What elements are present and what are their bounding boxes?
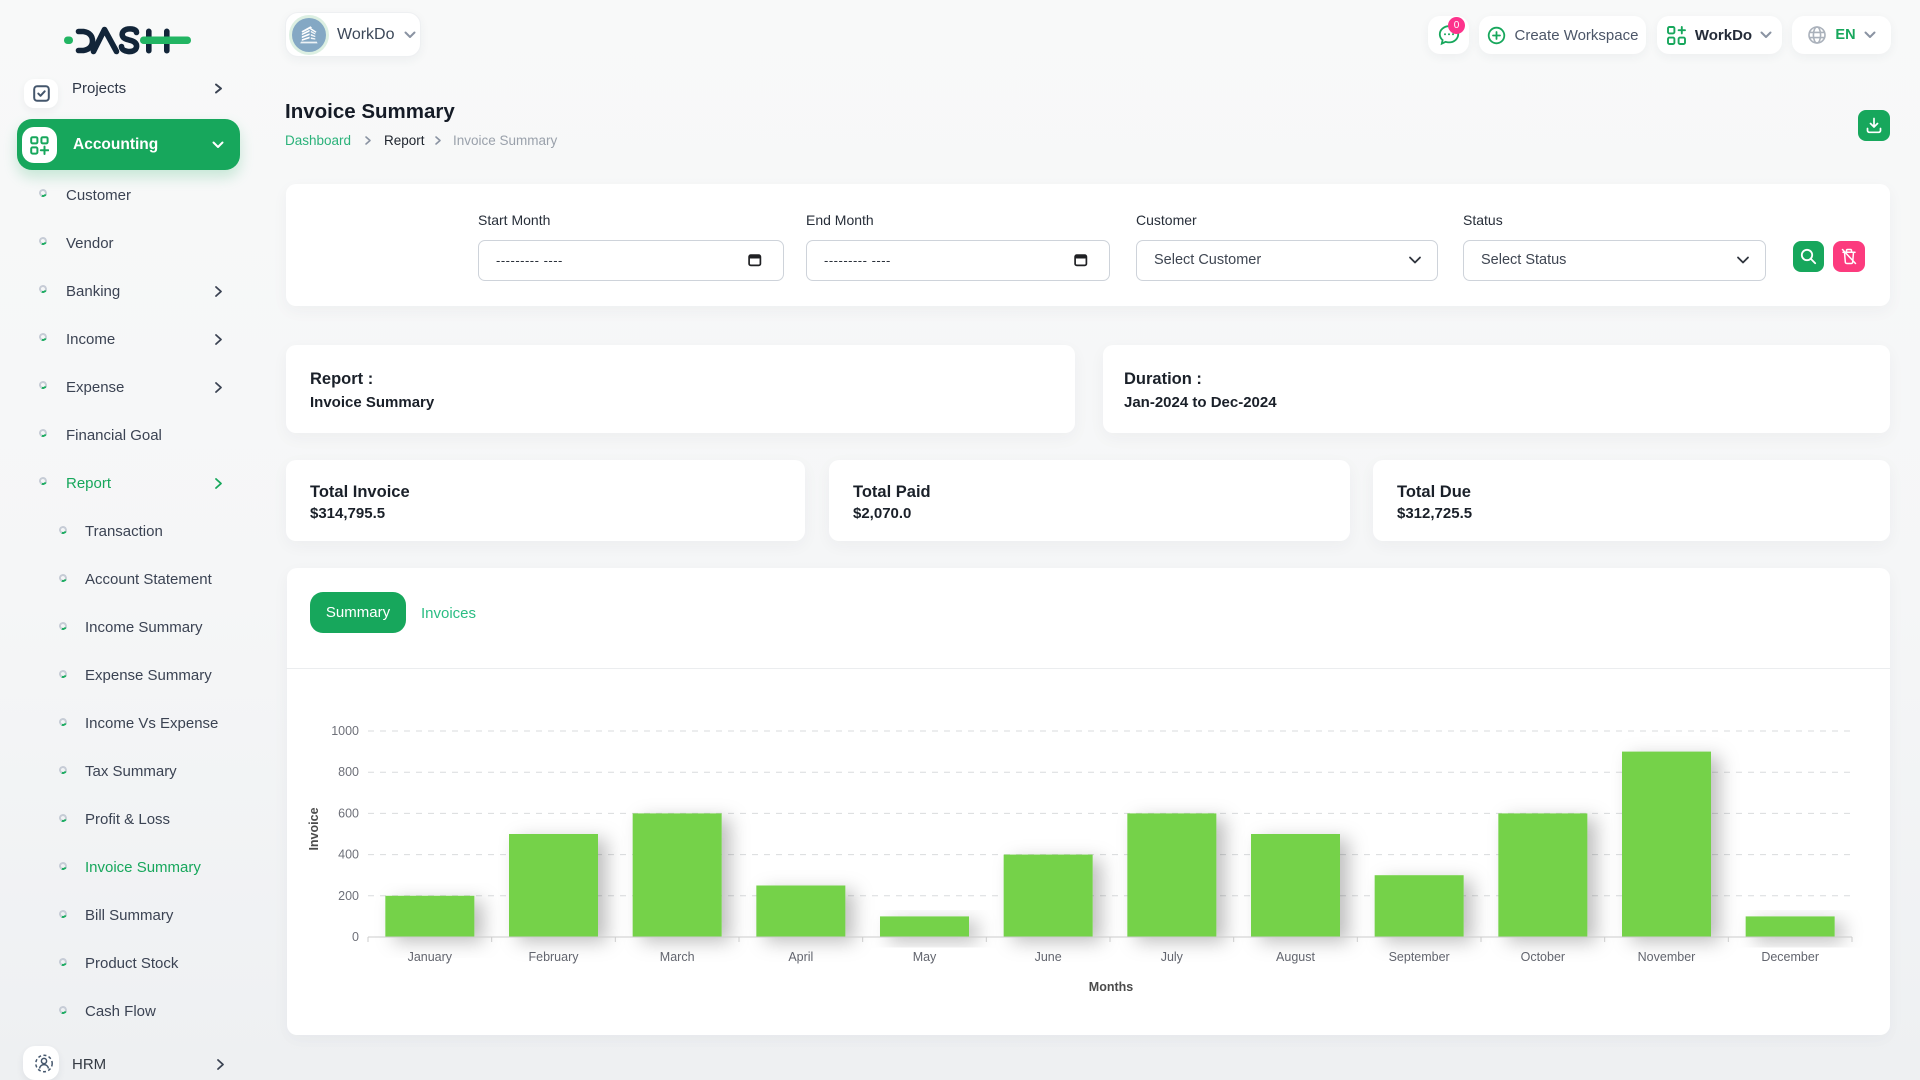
- svg-text:400: 400: [338, 848, 359, 862]
- svg-text:600: 600: [338, 806, 359, 820]
- svg-text:June: June: [1035, 950, 1062, 964]
- svg-text:July: July: [1161, 950, 1184, 964]
- svg-text:March: March: [660, 950, 695, 964]
- svg-text:200: 200: [338, 889, 359, 903]
- svg-text:Invoice: Invoice: [307, 807, 321, 850]
- svg-text:November: November: [1638, 950, 1696, 964]
- svg-text:1000: 1000: [331, 724, 359, 738]
- svg-text:August: August: [1276, 950, 1315, 964]
- svg-text:September: September: [1389, 950, 1450, 964]
- svg-text:April: April: [788, 950, 813, 964]
- svg-text:0: 0: [352, 930, 359, 944]
- svg-text:May: May: [913, 950, 937, 964]
- svg-text:January: January: [408, 950, 453, 964]
- svg-text:October: October: [1521, 950, 1565, 964]
- svg-text:800: 800: [338, 765, 359, 779]
- svg-text:December: December: [1761, 950, 1819, 964]
- svg-text:February: February: [528, 950, 579, 964]
- svg-text:Months: Months: [1089, 980, 1133, 994]
